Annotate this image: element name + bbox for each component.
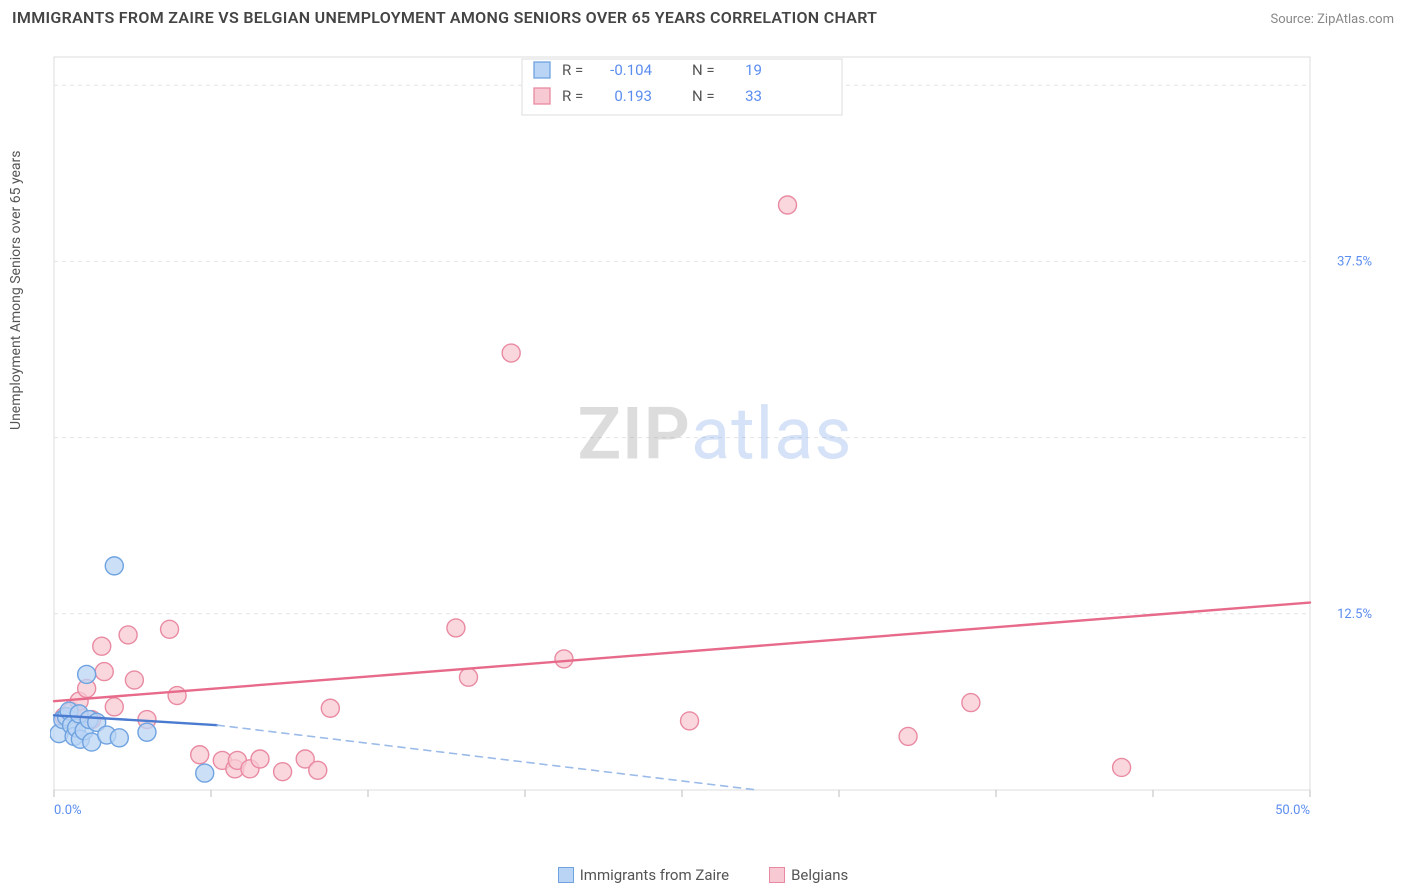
svg-text:R =: R = [562,87,583,105]
svg-text:R =: R = [562,61,583,79]
y-axis-label: Unemployment Among Seniors over 65 years [8,151,24,431]
legend-item: Belgians [769,866,848,884]
legend-swatch [558,867,574,883]
svg-text:0.193: 0.193 [614,87,652,105]
source-link[interactable]: ZipAtlas.com [1317,12,1394,27]
svg-text:33: 33 [745,87,762,105]
title-bar: IMMIGRANTS FROM ZAIRE VS BELGIAN UNEMPLO… [12,8,1394,27]
chart-title: IMMIGRANTS FROM ZAIRE VS BELGIAN UNEMPLO… [12,8,877,27]
legend-item: Immigrants from Zaire [558,866,729,884]
svg-text:N =: N = [692,87,715,105]
source-credit: Source: ZipAtlas.com [1270,12,1394,27]
svg-text:N =: N = [692,61,715,79]
svg-text:12.5%: 12.5% [1337,607,1372,622]
chart-area: 12.5% 37.5% 0.0% 50.0% R = -0.104 N = 19 R = 0.19… [50,45,1380,830]
legend-label: Belgians [791,866,848,884]
legend-bottom: Immigrants from Zaire Belgians [0,866,1406,884]
svg-text:0.0%: 0.0% [54,803,82,818]
legend-swatch [769,867,785,883]
svg-text:50.0%: 50.0% [1275,803,1310,818]
svg-text:37.5%: 37.5% [1337,254,1372,269]
scatter-plot-svg: 12.5% 37.5% 0.0% 50.0% R = -0.104 N = 19 R = 0.19… [50,45,1380,830]
legend-label: Immigrants from Zaire [580,866,729,884]
svg-text:19: 19 [745,61,762,79]
svg-text:-0.104: -0.104 [610,61,652,79]
